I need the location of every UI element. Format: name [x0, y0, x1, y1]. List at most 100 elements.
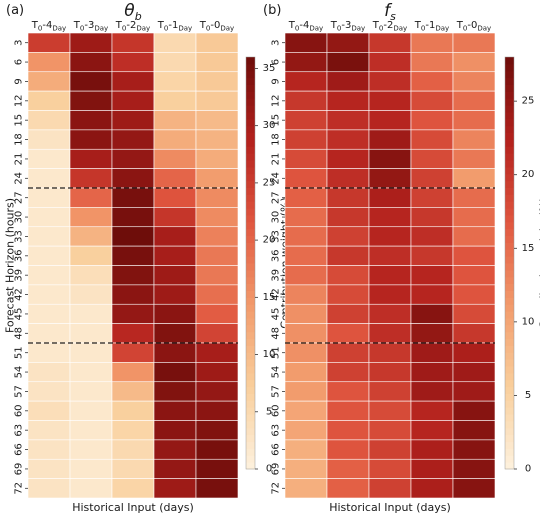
heatmap-cell: [111, 187, 155, 208]
colorbar-segment: [505, 304, 514, 312]
heatmap-cell: [284, 400, 328, 421]
colorbar-segment: [246, 455, 255, 463]
colorbar-segment: [505, 249, 514, 257]
heatmap-cell: [410, 32, 454, 53]
heatmap-cell: [153, 439, 197, 460]
heatmap-cell: [368, 303, 412, 324]
heatmap-cell: [410, 71, 454, 92]
heatmap-cell: [284, 439, 328, 460]
heatmap-cell: [326, 362, 370, 383]
heatmap-cell: [368, 168, 412, 189]
colorbar-segment: [505, 173, 514, 182]
colorbar-segment: [246, 372, 255, 381]
colorbar-segment: [505, 455, 514, 463]
colorbar-segment: [246, 379, 255, 388]
heatmap-cell: [410, 129, 454, 150]
heatmap-cell: [326, 303, 370, 324]
heatmap-cell: [195, 110, 239, 131]
row-tick-label: 57: [271, 385, 282, 398]
x-axis-label: Historical Input (days): [72, 501, 194, 514]
colorbar-tick-label: 10: [522, 316, 535, 327]
heatmap-cell: [452, 439, 496, 460]
heatmap-cell: [284, 303, 328, 324]
heatmap-cell: [153, 342, 197, 363]
colorbar-segment: [505, 352, 514, 360]
heatmap-cell: [195, 265, 239, 286]
colorbar-segment: [505, 448, 514, 456]
column-label: T0-1Day: [414, 20, 449, 33]
heatmap-cell: [195, 362, 239, 383]
colorbar-segment: [246, 434, 255, 443]
column-label: T0-3Day: [73, 20, 108, 33]
heatmap-cell: [368, 148, 412, 169]
heatmap-cell: [326, 32, 370, 53]
heatmap-cell: [195, 381, 239, 402]
colorbar-segment: [246, 98, 255, 106]
heatmap-cell: [195, 400, 239, 421]
colorbar-segment: [246, 283, 255, 291]
heatmap-cell: [326, 265, 370, 286]
heatmap-cell: [326, 381, 370, 402]
heatmap-cell: [284, 284, 328, 305]
colorbar-segment: [505, 297, 514, 305]
heatmap-cell: [195, 52, 239, 73]
colorbar-segment: [505, 393, 514, 401]
row-tick-label: 9: [14, 78, 25, 84]
row-tick-label: 12: [271, 94, 282, 107]
colorbar-segment: [505, 70, 514, 79]
row-tick-label: 69: [271, 463, 282, 476]
heatmap-cell: [69, 458, 113, 479]
row-tick-label: 60: [271, 404, 282, 417]
heatmap-cell: [195, 284, 239, 305]
heatmap-cell: [69, 381, 113, 402]
heatmap-cell: [195, 71, 239, 92]
colorbar-segment: [505, 242, 514, 250]
heatmap-cell: [153, 207, 197, 228]
heatmap-cell: [284, 420, 328, 441]
colorbar-segment: [505, 345, 514, 353]
colorbar-segment: [246, 462, 255, 470]
heatmap-cell: [284, 381, 328, 402]
colorbar-tick-label: 25: [522, 96, 535, 107]
colorbar-segment: [505, 146, 514, 154]
heatmap-cell: [410, 168, 454, 189]
heatmap-cell: [410, 303, 454, 324]
row-tick-label: 66: [14, 443, 25, 456]
heatmap-cell: [368, 71, 412, 92]
colorbar-segment: [246, 420, 255, 429]
colorbar-tick-label: 0: [525, 464, 531, 475]
heatmap-cell: [153, 71, 197, 92]
colorbar-segment: [246, 386, 255, 394]
heatmap-cell: [153, 265, 197, 286]
heatmap-cell: [452, 90, 496, 111]
row-tick-label: 24: [14, 172, 25, 185]
heatmap-cell: [69, 400, 113, 421]
heatmap-cell: [410, 362, 454, 383]
colorbar-segment: [246, 187, 255, 195]
heatmap-cell: [27, 420, 71, 441]
colorbar-segment: [246, 345, 255, 353]
colorbar-segment: [246, 235, 255, 243]
heatmap-cell: [284, 71, 328, 92]
heatmap-cell: [27, 245, 71, 266]
heatmap-cell: [284, 32, 328, 53]
heatmap-cell: [27, 110, 71, 131]
heatmap-cell: [410, 207, 454, 228]
heatmap-cell: [326, 226, 370, 247]
heatmap-cell: [111, 168, 155, 189]
heatmap-cell: [284, 168, 328, 189]
row-tick-label: 6: [14, 59, 25, 65]
colorbar-tick-label: 25: [263, 177, 276, 188]
row-tick-label: 45: [271, 308, 282, 321]
row-tick-label: 3: [271, 40, 282, 46]
heatmap-cell: [452, 245, 496, 266]
colorbar-tick-label: 20: [522, 169, 535, 180]
row-tick-label: 18: [14, 133, 25, 146]
heatmap-cell: [111, 265, 155, 286]
colorbar-tick-label: 35: [263, 63, 276, 74]
heatmap-cell: [326, 110, 370, 131]
colorbar-segment: [505, 462, 514, 470]
heatmap-cell: [284, 90, 328, 111]
colorbar-segment: [505, 180, 514, 188]
colorbar-segment: [505, 221, 514, 230]
